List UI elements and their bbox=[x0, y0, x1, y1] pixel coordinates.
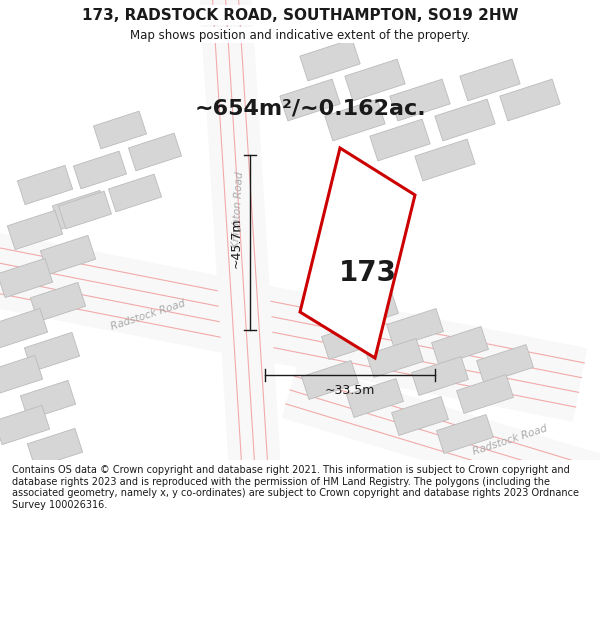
Text: Radstock Road: Radstock Road bbox=[109, 298, 187, 332]
Polygon shape bbox=[390, 79, 450, 121]
Polygon shape bbox=[17, 166, 73, 204]
Polygon shape bbox=[386, 309, 443, 348]
Polygon shape bbox=[109, 174, 161, 212]
Polygon shape bbox=[370, 119, 430, 161]
Polygon shape bbox=[435, 99, 495, 141]
Polygon shape bbox=[7, 211, 62, 249]
Text: Knighton Road: Knighton Road bbox=[231, 171, 245, 249]
Polygon shape bbox=[347, 379, 403, 418]
Text: Radstock Road: Radstock Road bbox=[472, 423, 548, 457]
Text: Contains OS data © Crown copyright and database right 2021. This information is : Contains OS data © Crown copyright and d… bbox=[12, 465, 579, 510]
Polygon shape bbox=[302, 361, 358, 399]
Polygon shape bbox=[437, 414, 493, 454]
Polygon shape bbox=[199, 0, 281, 472]
Polygon shape bbox=[392, 396, 448, 436]
Text: Map shows position and indicative extent of the property.: Map shows position and indicative extent… bbox=[130, 29, 470, 41]
Text: 173: 173 bbox=[338, 259, 397, 288]
Polygon shape bbox=[412, 356, 469, 396]
Polygon shape bbox=[460, 59, 520, 101]
Polygon shape bbox=[476, 344, 533, 384]
Polygon shape bbox=[431, 326, 488, 366]
Polygon shape bbox=[345, 59, 405, 101]
Polygon shape bbox=[281, 362, 600, 518]
Text: ~654m²/~0.162ac.: ~654m²/~0.162ac. bbox=[194, 98, 426, 118]
Text: 173, RADSTOCK ROAD, SOUTHAMPTON, SO19 2HW: 173, RADSTOCK ROAD, SOUTHAMPTON, SO19 2H… bbox=[82, 8, 518, 22]
Text: ~33.5m: ~33.5m bbox=[325, 384, 375, 398]
Polygon shape bbox=[341, 291, 398, 329]
Polygon shape bbox=[367, 339, 424, 377]
Polygon shape bbox=[58, 191, 112, 229]
Polygon shape bbox=[280, 79, 340, 121]
Polygon shape bbox=[300, 39, 360, 81]
Polygon shape bbox=[0, 228, 587, 422]
Polygon shape bbox=[322, 321, 379, 359]
Polygon shape bbox=[40, 236, 95, 274]
Polygon shape bbox=[20, 381, 76, 419]
Polygon shape bbox=[73, 151, 127, 189]
Polygon shape bbox=[325, 99, 385, 141]
Polygon shape bbox=[0, 356, 43, 394]
Polygon shape bbox=[500, 79, 560, 121]
Text: ~45.7m: ~45.7m bbox=[229, 217, 242, 268]
Polygon shape bbox=[457, 374, 514, 414]
Polygon shape bbox=[52, 191, 107, 229]
Polygon shape bbox=[128, 133, 182, 171]
Polygon shape bbox=[25, 332, 80, 372]
Polygon shape bbox=[415, 139, 475, 181]
Polygon shape bbox=[0, 406, 50, 444]
Polygon shape bbox=[0, 258, 53, 298]
Polygon shape bbox=[31, 282, 86, 322]
Polygon shape bbox=[300, 148, 415, 358]
Polygon shape bbox=[0, 308, 47, 348]
Polygon shape bbox=[28, 428, 83, 468]
Polygon shape bbox=[94, 111, 146, 149]
